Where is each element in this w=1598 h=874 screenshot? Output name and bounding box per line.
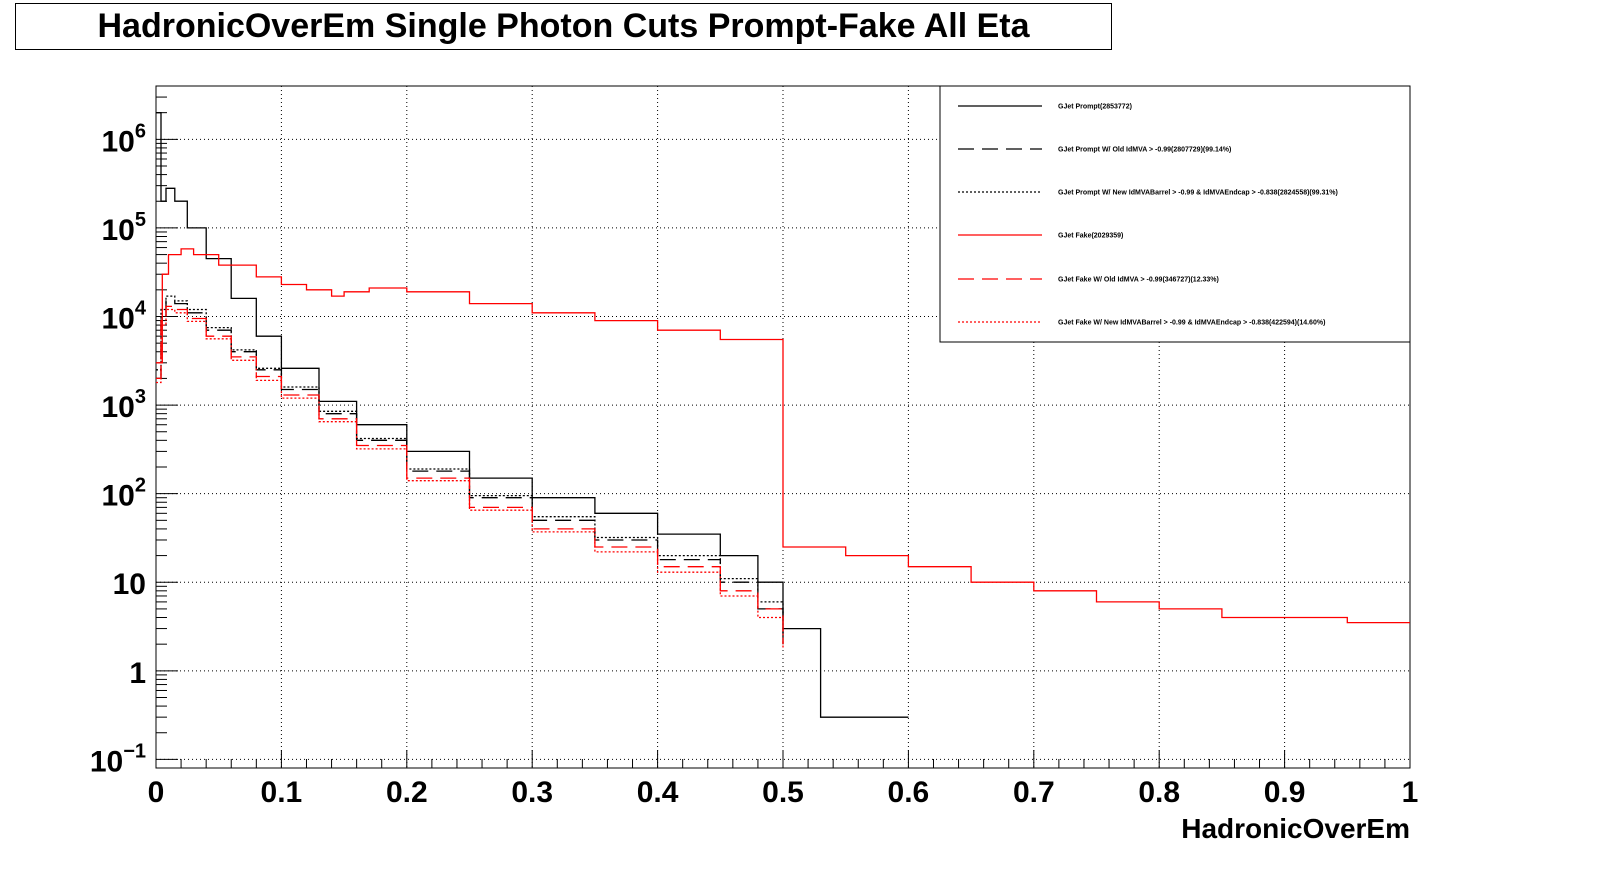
legend-box [939, 85, 1411, 343]
chart-title: HadronicOverEm Single Photon Cuts Prompt… [97, 7, 1030, 45]
x-tick-label: 0.7 [1013, 776, 1055, 809]
axis-ticks [155, 85, 1411, 768]
legend-label-2: GJet Prompt W/ Old IdMVA > -0.99(2807729… [1058, 147, 1231, 154]
series-line-6 [156, 308, 784, 649]
x-tick-label: 0.5 [762, 776, 804, 809]
y-tick-label: 10 [113, 568, 146, 601]
legend: GJet Prompt(2853772) GJet Prompt W/ Old I… [939, 85, 1411, 343]
x-tick-label: 0.1 [261, 776, 303, 809]
y-tick-label: 106 [102, 120, 147, 158]
series-lines [156, 112, 1410, 718]
legend-label-4: GJet Fake(2029359) [1058, 233, 1123, 240]
x-tick-labels: 0 0.1 0.2 0.3 0.4 0.5 0.6 0.7 0.8 0.9 1 [148, 776, 1419, 809]
x-tick-label: 0.3 [511, 776, 553, 809]
legend-label-5: GJet Fake W/ Old IdMVA > -0.99(346727)(1… [1058, 277, 1219, 284]
y-tick-label: 1 [129, 657, 146, 690]
x-tick-label: 0.8 [1138, 776, 1180, 809]
legend-label-1: GJet Prompt(2853772) [1058, 104, 1132, 111]
y-tick-label: 104 [102, 297, 147, 335]
x-axis-title: HadronicOverEm [1181, 813, 1410, 844]
y-tick-labels: 10−1 1 10 102 103 104 105 106 [90, 120, 147, 778]
x-tick-label: 0.4 [637, 776, 679, 809]
y-tick-label: 103 [102, 386, 147, 424]
series-line-1 [156, 112, 909, 718]
x-tick-label: 1 [1402, 776, 1419, 809]
legend-label-3: GJet Prompt W/ New IdMVABarrel > -0.99 &… [1058, 190, 1338, 197]
series-line-2 [156, 300, 784, 645]
chart-title-box: HadronicOverEm Single Photon Cuts Prompt… [15, 3, 1112, 50]
y-tick-label: 10−1 [90, 740, 146, 778]
series-line-4 [156, 248, 1410, 624]
y-tick-label: 102 [102, 475, 147, 513]
legend-label-6: GJet Fake W/ New IdMVABarrel > -0.99 & I… [1058, 320, 1325, 327]
x-tick-label: 0.2 [386, 776, 428, 809]
x-tick-label: 0.6 [888, 776, 930, 809]
x-tick-label: 0.9 [1264, 776, 1306, 809]
y-tick-label: 105 [102, 209, 147, 247]
series-line-3 [156, 295, 784, 636]
x-tick-label: 0 [148, 776, 165, 809]
